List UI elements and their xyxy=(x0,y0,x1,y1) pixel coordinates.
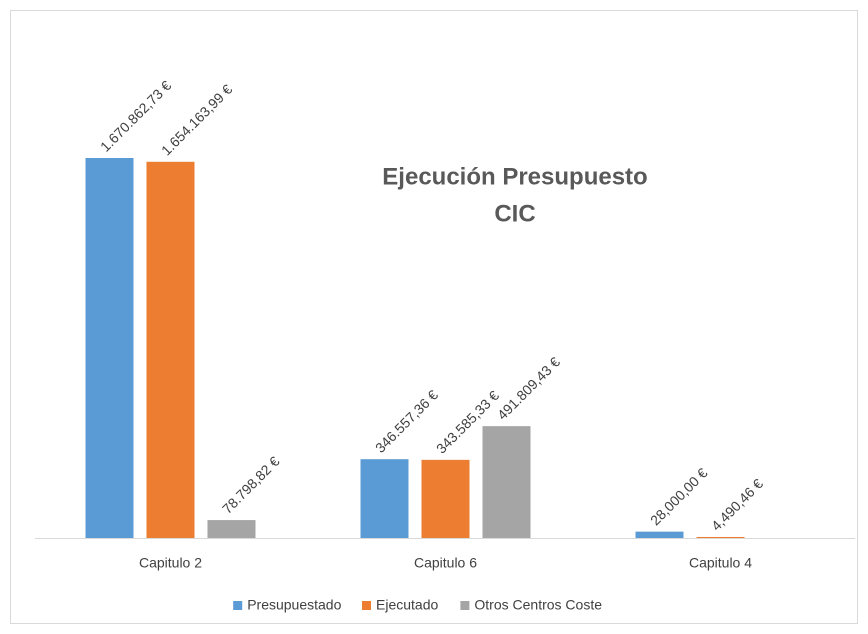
legend-swatch xyxy=(362,601,371,610)
chart-title: Ejecución Presupuesto xyxy=(382,163,647,190)
bar xyxy=(146,161,195,539)
legend-swatch xyxy=(460,601,470,610)
legend-label: Otros Centros Coste xyxy=(474,597,602,613)
bar xyxy=(635,531,684,538)
bar xyxy=(421,459,470,538)
bar xyxy=(360,459,409,538)
x-tick-label: Capitulo 6 xyxy=(414,555,477,571)
bar xyxy=(85,158,134,538)
legend-label: Ejecutado xyxy=(376,597,438,613)
x-tick-label: Capitulo 4 xyxy=(689,555,752,571)
legend-label: Presupuestado xyxy=(247,597,341,613)
bar xyxy=(207,520,256,538)
legend-swatch xyxy=(233,601,243,610)
chart-subtitle: CIC xyxy=(494,200,535,227)
bar xyxy=(482,426,531,538)
x-tick-label: Capitulo 2 xyxy=(139,555,202,571)
bar xyxy=(696,536,745,538)
